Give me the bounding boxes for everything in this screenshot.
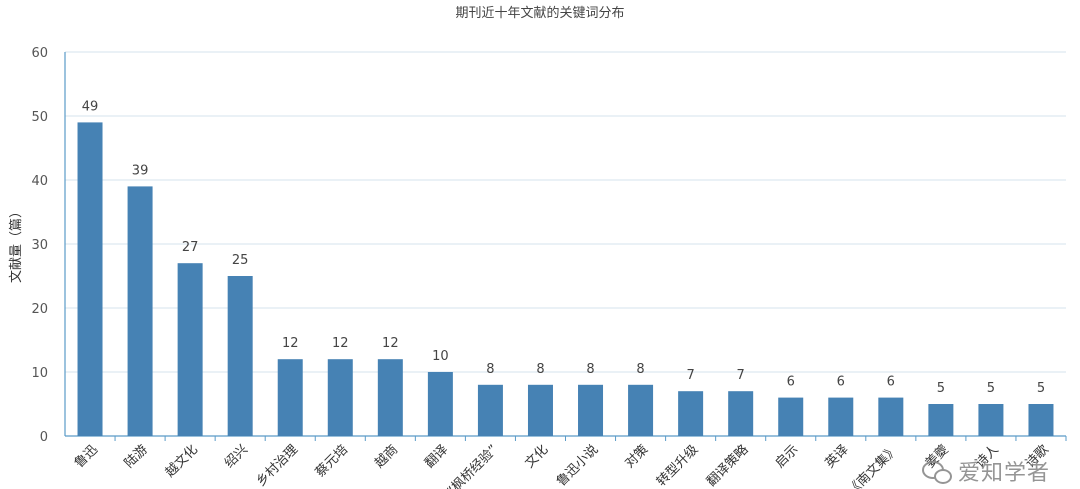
x-tick-label: 越商	[372, 442, 401, 471]
bar	[427, 372, 453, 436]
x-tick-label: 转型升级	[654, 442, 701, 489]
bar	[327, 359, 353, 436]
data-label: 27	[182, 240, 199, 255]
x-tick-label: 翻译策略	[703, 442, 751, 489]
y-tick-label: 60	[31, 46, 48, 61]
data-label: 5	[987, 381, 995, 396]
bar	[77, 122, 103, 437]
data-label: 7	[686, 368, 694, 383]
bar	[177, 263, 203, 436]
data-label: 6	[837, 375, 845, 390]
x-tick-label: 蔡元培	[312, 442, 351, 481]
x-tick-label: 文化	[522, 442, 551, 471]
bar	[1028, 404, 1054, 436]
bar	[728, 391, 754, 436]
y-tick-label: 0	[40, 430, 48, 445]
bar	[678, 391, 704, 436]
y-tick-label: 20	[31, 302, 48, 317]
x-tick-label: 对策	[622, 442, 652, 472]
watermark-text: 爱知学者	[957, 461, 1050, 486]
x-tick-label: 英译	[823, 442, 852, 471]
x-tick-label: 鲁迅	[72, 442, 101, 471]
x-tick-label: 《南文集》	[844, 442, 901, 489]
y-tick-label: 50	[31, 110, 48, 125]
y-axis-label: 文献量（篇）	[9, 205, 24, 283]
bar	[628, 384, 654, 436]
bar	[578, 384, 604, 436]
x-tick-label: 启示	[773, 442, 802, 471]
x-tick-label: 陆游	[121, 442, 151, 472]
chart-title: 期刊近十年文献的关键词分布	[455, 5, 624, 21]
data-label: 5	[1037, 381, 1045, 396]
data-label: 25	[232, 253, 249, 268]
x-tick-label: “枫桥经验”	[444, 442, 502, 489]
data-label: 12	[382, 336, 399, 351]
x-tick-label: 乡村治理	[254, 442, 301, 489]
bar	[477, 384, 503, 436]
bar	[928, 404, 954, 436]
y-tick-label: 10	[31, 366, 48, 381]
wechat-icon	[921, 459, 952, 484]
bar	[377, 359, 403, 436]
bar	[778, 397, 804, 436]
bar	[227, 276, 253, 436]
watermark: 爱知学者	[921, 455, 1050, 487]
data-label: 6	[887, 375, 895, 390]
x-tick-label: 越文化	[163, 442, 201, 480]
data-label: 6	[787, 375, 795, 390]
data-label: 8	[586, 362, 594, 377]
bar	[978, 404, 1004, 436]
bar	[527, 384, 553, 436]
bar	[878, 397, 904, 436]
bar	[277, 359, 303, 436]
x-tick-label: 鲁迅小说	[554, 442, 601, 489]
data-label: 10	[432, 349, 449, 364]
x-tick-label: 翻译	[422, 442, 451, 471]
data-label: 8	[486, 362, 494, 377]
y-tick-label: 30	[31, 238, 48, 253]
data-label: 12	[332, 336, 349, 351]
data-label: 49	[82, 99, 99, 114]
data-label: 8	[536, 362, 544, 377]
bar	[828, 397, 854, 436]
y-tick-label: 40	[31, 174, 48, 189]
data-label: 12	[282, 336, 299, 351]
bar	[127, 186, 153, 436]
data-label: 7	[737, 368, 745, 383]
data-label: 5	[937, 381, 945, 396]
data-label: 8	[636, 362, 644, 377]
x-tick-label: 绍兴	[222, 442, 251, 471]
data-label: 39	[132, 163, 149, 178]
